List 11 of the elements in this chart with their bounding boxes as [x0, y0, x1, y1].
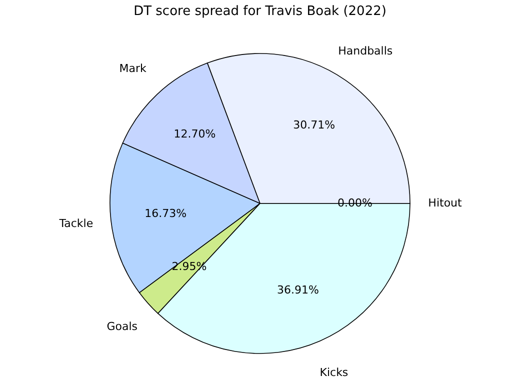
slice-label: Goals	[106, 320, 138, 333]
chart-title: DT score spread for Travis Boak (2022)	[134, 4, 386, 19]
slice-label: Kicks	[320, 366, 348, 380]
slice-label: Tackle	[58, 217, 94, 230]
data-label: 12.70%	[174, 127, 216, 140]
slice-label: Handballs	[338, 44, 393, 58]
data-label: 30.71%	[293, 118, 336, 132]
category-label: Hitout	[428, 196, 462, 210]
data-label: 16.73%	[144, 207, 187, 220]
slice-label: Mark	[119, 62, 148, 76]
data-label: 36.91%	[277, 284, 319, 297]
